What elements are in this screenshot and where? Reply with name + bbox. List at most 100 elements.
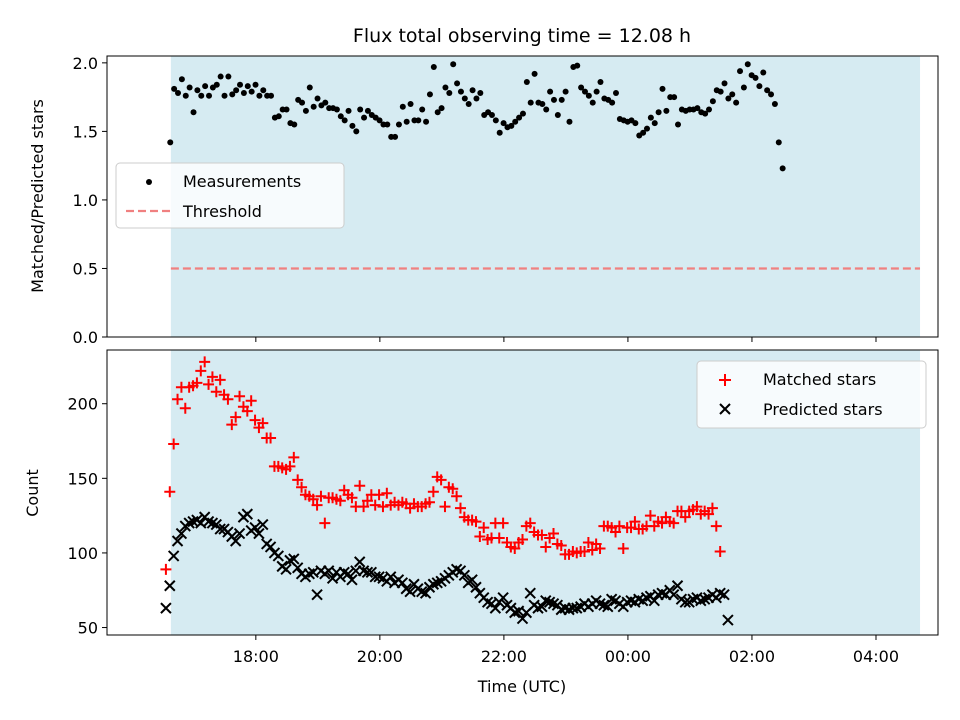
predicted-star-point xyxy=(385,571,397,583)
bottom-y-tick-label: 50 xyxy=(78,619,98,638)
predicted-star-point xyxy=(470,581,482,593)
measurement-point xyxy=(186,84,193,91)
measurement-point xyxy=(345,107,352,114)
matched-star-point xyxy=(358,501,370,513)
x-tick-label: 20:00 xyxy=(357,647,403,666)
matched-star-point xyxy=(381,487,393,499)
matched-star-point xyxy=(706,502,718,514)
top-x-ticks xyxy=(255,337,877,342)
measurement-point xyxy=(760,69,767,76)
matched-star-point xyxy=(435,474,447,486)
predicted-star-point xyxy=(602,600,614,613)
measurement-point xyxy=(550,96,557,103)
top-y-tick-label: 1.5 xyxy=(73,122,98,141)
measurement-point xyxy=(771,100,778,107)
predicted-star-point xyxy=(718,589,730,601)
legend-measurements-marker xyxy=(146,179,152,185)
predicted-star-point xyxy=(722,614,734,626)
measurement-point xyxy=(306,84,313,91)
bottom-x-ticks: 18:00 20:00 22:00 00:00 02:00 04:00 xyxy=(233,635,899,666)
measurement-point xyxy=(302,107,309,114)
measurement-point xyxy=(221,92,228,99)
measurement-point xyxy=(206,92,213,99)
measurement-point xyxy=(202,83,209,90)
measurement-point xyxy=(275,113,282,120)
matched-star-point xyxy=(668,517,680,529)
measurement-point xyxy=(171,85,178,92)
matched-star-point xyxy=(226,419,238,431)
predicted-star-point xyxy=(272,550,285,562)
predicted-star-point xyxy=(536,600,548,613)
measurement-point xyxy=(543,106,550,113)
x-tick-label: 00:00 xyxy=(605,647,651,666)
measurement-point xyxy=(671,94,678,101)
predicted-star-point xyxy=(342,568,354,580)
measurement-point xyxy=(233,87,240,94)
matched-star-point xyxy=(311,499,323,511)
measurement-point xyxy=(477,90,484,97)
matched-star-point xyxy=(617,542,629,554)
measurement-point xyxy=(450,61,457,68)
measurement-point xyxy=(240,90,247,97)
legend-matched-label: Matched stars xyxy=(763,370,876,389)
measurement-point xyxy=(392,133,399,140)
measurement-point xyxy=(357,106,364,113)
measurement-point xyxy=(554,111,561,118)
top-y-tick-label: 0.5 xyxy=(73,259,98,278)
measurement-point xyxy=(442,84,449,91)
measurement-point xyxy=(523,79,530,86)
bottom-y-tick-label: 150 xyxy=(67,469,98,488)
matched-star-point xyxy=(610,526,622,538)
top-y-tick-label: 0.0 xyxy=(73,328,98,347)
matched-star-point xyxy=(478,522,490,534)
matched-star-point xyxy=(206,371,218,383)
measurement-point xyxy=(465,100,472,107)
predicted-star-point xyxy=(466,574,478,586)
measurement-point xyxy=(539,100,546,107)
predicted-star-point xyxy=(458,569,471,582)
top-y-axis-label: Matched/Predicted stars xyxy=(28,99,47,293)
x-tick-label: 04:00 xyxy=(853,647,899,666)
matched-star-point xyxy=(222,393,234,405)
matched-star-point xyxy=(613,520,625,532)
measurement-point xyxy=(225,73,232,80)
matched-star-point xyxy=(524,517,536,529)
matched-star-point xyxy=(230,411,242,423)
matched-star-point xyxy=(555,539,567,551)
matched-star-point xyxy=(427,486,439,498)
measurement-point xyxy=(407,100,414,107)
legend-measurements-label: Measurements xyxy=(183,172,301,191)
matched-star-point xyxy=(579,545,591,557)
measurement-point xyxy=(248,88,255,95)
measurement-point xyxy=(752,74,759,81)
measurement-point xyxy=(446,90,453,97)
matched-star-point xyxy=(315,490,327,502)
matched-star-point xyxy=(164,486,176,498)
measurement-point xyxy=(694,105,701,112)
matched-star-point xyxy=(517,534,528,546)
matched-star-point xyxy=(373,489,385,501)
measurement-point xyxy=(574,62,581,69)
matched-star-point xyxy=(195,365,207,377)
measurement-point xyxy=(531,70,538,77)
measurement-point xyxy=(512,118,519,125)
matched-star-point xyxy=(199,356,211,368)
legend-predicted-label: Predicted stars xyxy=(763,400,883,419)
legend-matched-marker xyxy=(719,374,731,386)
matched-star-point xyxy=(497,517,509,529)
measurement-point xyxy=(337,113,344,120)
matched-star-point xyxy=(249,414,261,426)
matched-star-point xyxy=(536,529,548,541)
top-axes-frame xyxy=(106,55,939,338)
top-y-tick-label: 1.0 xyxy=(73,191,98,210)
matched-star-point xyxy=(509,542,521,554)
measurement-point xyxy=(178,76,185,83)
measurement-point xyxy=(256,92,263,99)
measurement-point xyxy=(585,92,592,99)
measurement-point xyxy=(612,90,619,97)
measurement-point xyxy=(310,103,317,110)
measurement-point xyxy=(213,81,220,88)
matched-star-point xyxy=(586,544,598,556)
measurement-point xyxy=(469,87,476,94)
